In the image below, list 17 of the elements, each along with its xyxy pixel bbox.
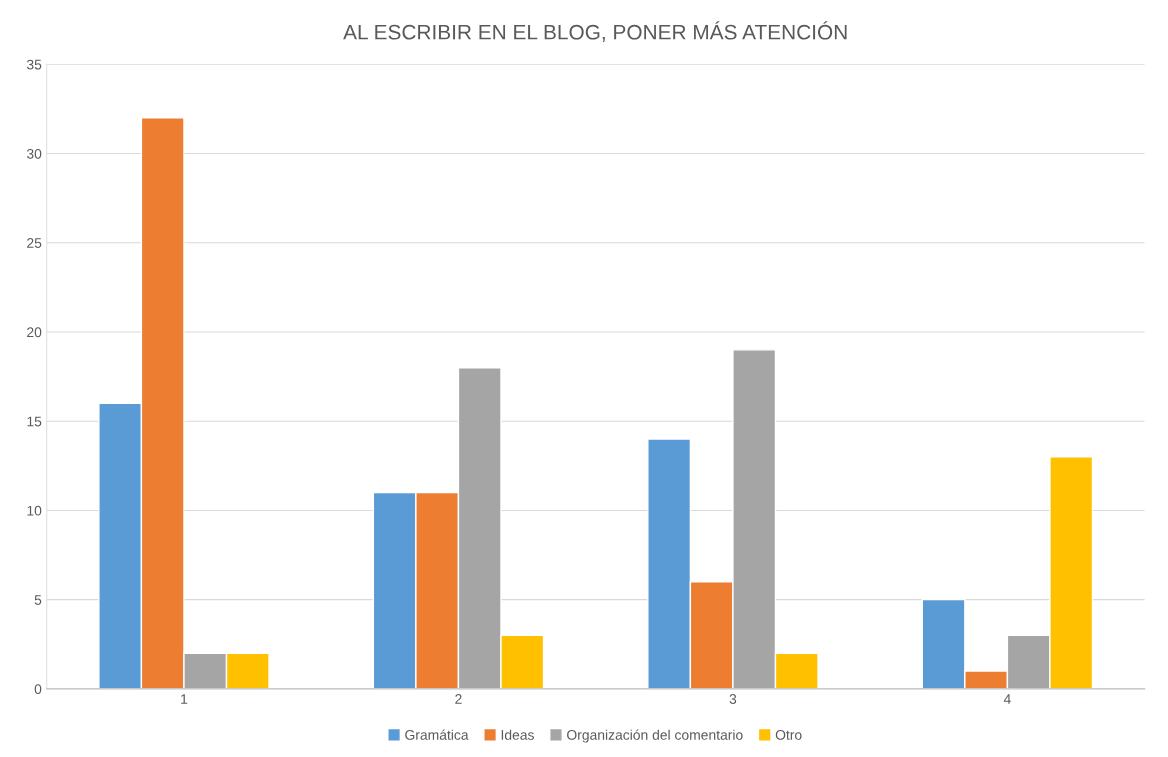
x-tick-label: 4 xyxy=(1003,694,1011,704)
y-tick-label: 0 xyxy=(34,684,42,695)
y-tick-label: 10 xyxy=(27,505,42,516)
x-tick-label: 1 xyxy=(181,694,188,704)
y-tick-label: 25 xyxy=(27,238,42,248)
y-tick-label: 20 xyxy=(27,327,42,338)
chart-title: AL ESCRIBIR EN EL BLOG, PONER MÁS ATENCIÓN xyxy=(343,21,847,43)
y-tick-label: 5 xyxy=(34,595,42,605)
x-tick-label: 2 xyxy=(455,694,462,704)
legend-label: Organización del comentario xyxy=(567,729,743,743)
legend-label: Otro xyxy=(775,730,802,740)
legend-label: Gramática xyxy=(405,729,469,740)
y-tick-label: 15 xyxy=(27,416,42,427)
legend-label: Ideas xyxy=(501,729,534,740)
x-tick-label: 3 xyxy=(729,694,737,704)
y-tick-label: 30 xyxy=(26,148,42,159)
y-tick-label: 35 xyxy=(26,59,42,70)
